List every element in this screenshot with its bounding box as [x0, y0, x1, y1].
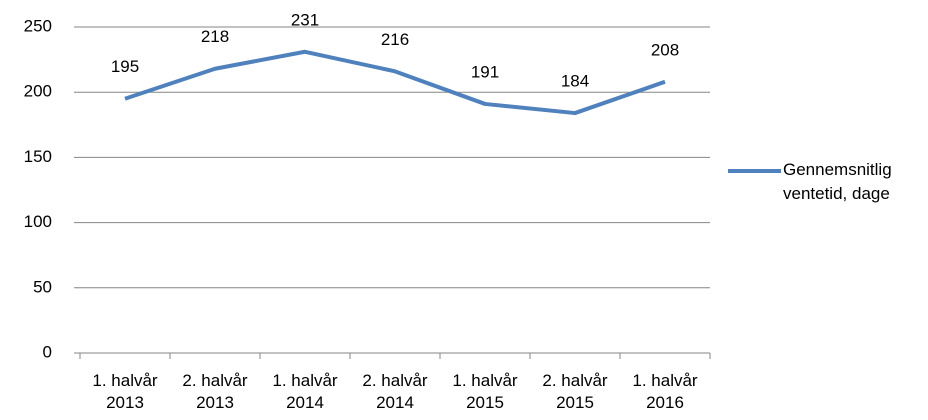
y-tick-label: 150 [24, 147, 52, 166]
line [124, 49, 666, 116]
x-tick-label: 2. halvår 2015 [542, 371, 608, 412]
x-tick-label: 1. halvår 2015 [452, 371, 518, 412]
x-tick-label: 1. halvår 2014 [272, 371, 338, 412]
y-tick-label: 200 [24, 82, 52, 101]
data-label: 184 [561, 72, 589, 91]
data-label: 191 [471, 62, 499, 81]
y-tick-label: 0 [43, 342, 52, 361]
data-label: 208 [651, 40, 679, 59]
legend-label: Gennemsnitlig ventetid, dage [783, 160, 892, 203]
data-label: 218 [201, 27, 229, 46]
x-tick-label: 1. halvår 2016 [632, 371, 698, 412]
data-label: 231 [291, 10, 319, 29]
y-tick-label: 50 [33, 277, 52, 296]
y-tick-label: 100 [24, 212, 52, 231]
x-tick-label: 1. halvår 2013 [92, 371, 158, 412]
x-tick-label: 2. halvår 2013 [182, 371, 248, 412]
data-label: 216 [381, 30, 409, 49]
data-label: 195 [111, 57, 139, 76]
x-tick-label: 2. halvår 2014 [362, 371, 428, 412]
y-tick-label: 250 [24, 16, 52, 35]
